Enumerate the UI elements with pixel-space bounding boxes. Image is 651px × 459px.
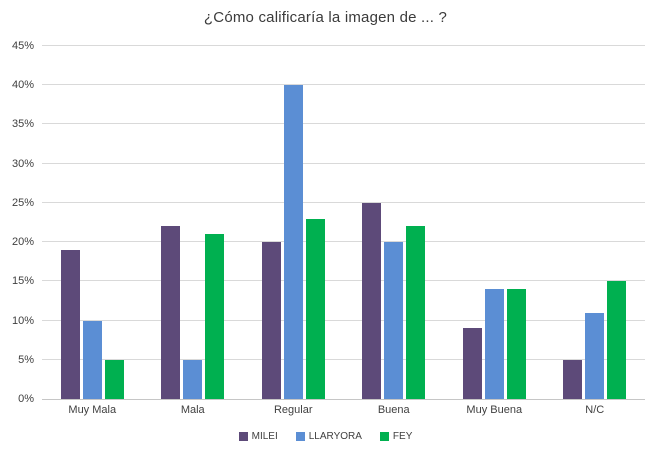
- bar-milei: [362, 202, 382, 399]
- legend-item-fey: FEY: [379, 431, 413, 442]
- bar-llaryora: [384, 242, 404, 399]
- bar-fey: [205, 234, 225, 399]
- bar-llaryora: [183, 359, 203, 399]
- bar-milei: [462, 328, 482, 399]
- bar-milei: [563, 359, 583, 399]
- y-tick-label: 45%: [11, 40, 34, 52]
- gridline: [42, 84, 645, 86]
- bar-llaryora: [82, 320, 102, 399]
- bar-fey: [607, 281, 627, 399]
- legend-marker-icon: [295, 432, 305, 441]
- y-tick-label: 30%: [11, 157, 34, 170]
- bar-fey: [305, 218, 325, 399]
- x-tick-label: Buena: [377, 404, 410, 416]
- bar-fey: [506, 289, 526, 399]
- bar-group-buena: [344, 46, 445, 399]
- y-tick-label: 10%: [11, 314, 34, 327]
- x-tick-label: Muy Buena: [466, 404, 523, 416]
- bar-groups: [42, 46, 645, 399]
- x-axis-labels: Muy Mala Mala Regular Buena Muy Buena N/C: [42, 404, 645, 416]
- bar-group-muy-mala: [42, 46, 143, 399]
- gridline: [42, 162, 645, 164]
- legend-label: LLARYORA: [308, 431, 362, 442]
- bar-milei: [161, 226, 181, 399]
- legend-marker-icon: [379, 432, 389, 441]
- bar-fey: [104, 359, 124, 399]
- legend-marker-icon: [238, 432, 248, 441]
- legend-label: FEY: [392, 431, 413, 442]
- gridline: [42, 45, 645, 46]
- x-tick-label: N/C: [585, 404, 605, 416]
- gridline: [42, 123, 645, 125]
- bar-milei: [60, 249, 80, 399]
- x-tick-label: Muy Mala: [68, 404, 117, 416]
- bar-group-muy-buena: [444, 46, 545, 399]
- legend-label: MILEI: [251, 431, 278, 442]
- plot-area: [42, 45, 645, 400]
- gridline: [42, 358, 645, 360]
- legend: MILEI LLARYORA FEY: [0, 431, 651, 442]
- y-tick-label: 35%: [11, 118, 34, 131]
- bar-llaryora: [484, 289, 504, 399]
- y-tick-label: 40%: [11, 79, 34, 92]
- gridline: [42, 241, 645, 243]
- gridline: [42, 319, 645, 321]
- y-axis-labels: 0% 5% 10% 15% 20% 25% 30% 35% 40% 45%: [0, 40, 34, 405]
- legend-item-milei: MILEI: [238, 431, 278, 442]
- x-tick-label: Regular: [273, 404, 313, 416]
- y-tick-label: 20%: [11, 236, 34, 249]
- x-tick-label: Mala: [180, 404, 205, 416]
- bar-group-n-c: [545, 46, 646, 399]
- y-tick-label: 5%: [18, 353, 34, 366]
- gridline: [42, 280, 645, 282]
- bar-llaryora: [585, 312, 605, 399]
- gridline: [42, 201, 645, 203]
- bar-fey: [406, 226, 426, 399]
- chart-title: ¿Cómo calificaría la imagen de ... ?: [203, 9, 448, 26]
- bar-group-regular: [243, 46, 344, 399]
- legend-item-llaryora: LLARYORA: [295, 431, 362, 442]
- x-axis-line: [42, 399, 645, 400]
- bar-llaryora: [283, 85, 303, 399]
- y-tick-label: 0%: [18, 393, 34, 405]
- bar-milei: [261, 242, 281, 399]
- bar-group-mala: [143, 46, 244, 399]
- y-tick-label: 25%: [11, 196, 34, 209]
- y-tick-label: 15%: [11, 275, 34, 288]
